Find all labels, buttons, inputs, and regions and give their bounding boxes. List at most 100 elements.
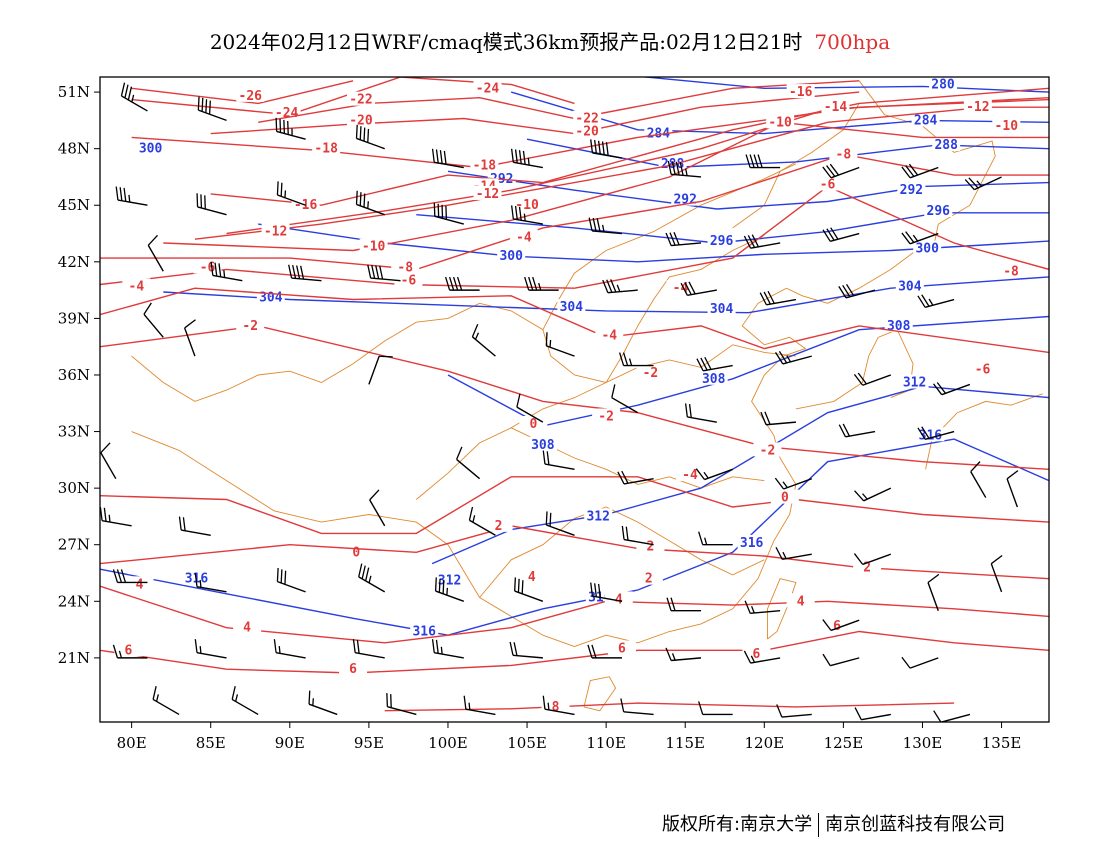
temperature-contour-label-bg	[391, 259, 420, 274]
wind-barb	[276, 181, 306, 206]
wind-barb	[620, 698, 654, 716]
height-contour-label-bg	[410, 623, 439, 638]
temperature-contour-label-bg	[634, 570, 663, 585]
height-contour-line	[163, 276, 1049, 314]
wind-barb	[352, 639, 385, 659]
wind-barb	[100, 442, 117, 480]
border-line	[416, 427, 765, 500]
wind-barb	[698, 531, 733, 546]
height-contour-label-bg	[136, 140, 165, 155]
wind-barbs	[100, 82, 1019, 722]
temperature-contour-label: -8	[397, 260, 413, 275]
temperature-contour-label: -4	[129, 279, 145, 294]
temperature-contour-label: 6	[752, 647, 760, 662]
temperature-contour-label: 4	[797, 594, 805, 609]
temperature-contour-label: 0	[781, 491, 789, 506]
temperature-contour-label: -10	[995, 119, 1019, 134]
temperature-contour-label-bg	[114, 642, 143, 657]
temperature-contour-label: 0	[529, 417, 537, 432]
height-contour-label: 284	[914, 113, 938, 128]
temperature-contour-label-bg	[753, 442, 782, 457]
temperature-contour-label-bg	[122, 278, 151, 293]
temperature-contour-label: 6	[125, 643, 133, 658]
temperature-contour-label-bg	[484, 517, 513, 532]
temperature-contour-label-bg	[786, 84, 815, 99]
credit-separator	[818, 813, 820, 837]
temperature-contour-label-bg	[963, 99, 992, 114]
temperature-contour-label: 2	[645, 572, 653, 587]
temperature-contour-label-bg	[346, 112, 375, 127]
wind-barb	[112, 644, 148, 659]
height-contour-line	[447, 315, 1049, 427]
wind-barb	[386, 693, 417, 716]
wind-barb	[933, 710, 971, 722]
temperature-contour-label: -20	[349, 113, 373, 128]
wind-barb	[308, 690, 338, 716]
lat-tick-label: 39N	[58, 309, 90, 327]
temperature-contour-label-bg	[236, 87, 265, 102]
wind-barb	[774, 350, 812, 365]
wind-barb	[853, 372, 892, 386]
height-contour-label: 304	[898, 279, 922, 294]
height-contour-label-bg	[707, 233, 736, 248]
temperature-contour-label-bg	[359, 238, 388, 253]
wind-barb	[545, 511, 575, 536]
wind-barb	[510, 205, 543, 225]
temperature-contour-label: -10	[768, 115, 792, 130]
temperature-contour-line	[100, 476, 1049, 535]
border-line	[795, 329, 914, 410]
wind-barb	[1006, 470, 1019, 508]
wind-barb	[901, 163, 939, 179]
wind-barb	[369, 489, 386, 527]
temperature-contour-label-bg	[636, 538, 665, 553]
wind-barb	[275, 117, 306, 140]
wind-barb	[822, 653, 860, 667]
temperature-contour-line	[100, 630, 1049, 674]
wind-barb	[112, 569, 148, 584]
height-contour-label-bg	[916, 427, 945, 442]
wind-barb	[510, 148, 543, 169]
temperature-contour-label-bg	[473, 80, 502, 95]
wind-barb	[456, 446, 481, 480]
wind-barb	[358, 563, 386, 593]
temperature-contour-label: -18	[314, 142, 338, 157]
height-contour-label: 296	[927, 204, 951, 219]
wind-barb	[774, 477, 812, 490]
title-level: 700hpa	[814, 30, 891, 54]
temperature-contour-line	[100, 525, 1049, 580]
wind-barb	[775, 546, 812, 561]
height-contour-label-bg	[913, 240, 942, 255]
geopotential-height-contours: 2802842842882882922922922962963003003003…	[100, 77, 1049, 639]
height-contour-line	[416, 212, 1049, 244]
map-axes: 80E 85E 90E 95E 100E 105E 110E 115E 120E 125E 130E…	[58, 83, 1022, 752]
wind-barb	[431, 639, 464, 659]
height-contour-label-bg	[911, 112, 940, 127]
wind-barb	[273, 639, 306, 659]
wind-barb	[514, 577, 544, 602]
wind-barb	[602, 279, 638, 294]
temperature-contour-label: -2	[598, 409, 614, 424]
border-line	[574, 287, 828, 648]
lon-tick-label: 120E	[745, 734, 785, 752]
height-contour-label-bg	[932, 136, 961, 151]
height-contour-label: 300	[499, 249, 523, 264]
wind-barb	[367, 264, 401, 282]
border-line	[131, 302, 607, 402]
temperature-contour-label: 0	[352, 545, 360, 560]
temperature-contour-label-bg	[992, 118, 1021, 133]
temperature-contour-label-bg	[473, 185, 502, 200]
credit-right: 南京创蓝科技有限公司	[825, 814, 1006, 835]
lat-tick-label: 24N	[58, 592, 90, 610]
height-contour-label: 316	[412, 624, 436, 639]
temperature-contour-label: 4	[243, 621, 251, 636]
temperature-contour-label: -16	[294, 198, 318, 213]
credit-line: 版权所有:南京大学 南京创蓝科技有限公司	[662, 810, 1005, 837]
temperature-contour-line	[131, 80, 354, 105]
wind-barb	[760, 411, 796, 426]
temperature-contour-label-bg	[261, 223, 290, 238]
wind-barb	[590, 582, 623, 602]
temperature-contour-label-bg	[517, 568, 546, 583]
height-contour-label-bg	[584, 508, 613, 523]
lat-tick-label: 27N	[58, 536, 90, 554]
temperature-contour-label-bg	[233, 619, 262, 634]
